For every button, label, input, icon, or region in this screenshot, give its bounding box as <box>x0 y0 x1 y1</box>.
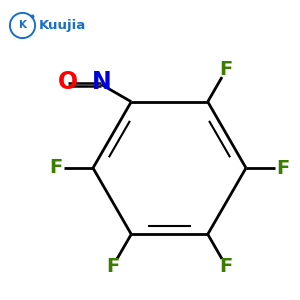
Text: K: K <box>19 20 26 31</box>
Text: F: F <box>220 257 233 276</box>
Text: F: F <box>106 257 119 276</box>
Text: N: N <box>92 70 111 94</box>
Text: F: F <box>220 60 233 79</box>
Text: F: F <box>276 158 290 178</box>
Text: O: O <box>58 70 78 94</box>
Text: F: F <box>50 158 63 178</box>
Text: Kuujia: Kuujia <box>39 19 86 32</box>
